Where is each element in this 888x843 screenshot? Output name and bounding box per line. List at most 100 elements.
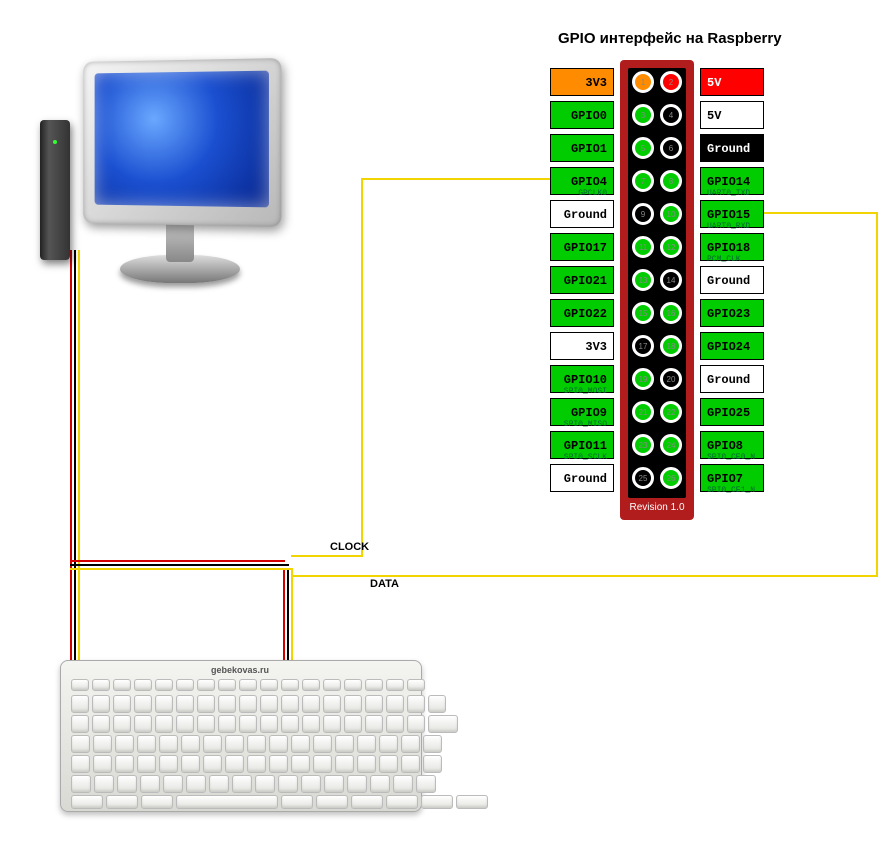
- key: [197, 715, 215, 733]
- key: [71, 755, 90, 773]
- keyboard-row-3: [71, 735, 442, 753]
- wire-pc-to-kbd-h-r: [70, 560, 285, 562]
- key: [134, 695, 152, 713]
- wire-kbd-bundle-y: [291, 570, 293, 665]
- gpio-right-11: GPIO8SPI0_CE0_N: [700, 431, 764, 459]
- gpio-pin-1: 1: [632, 71, 654, 93]
- key: [239, 715, 257, 733]
- keyboard-row-0: [71, 679, 425, 691]
- gpio-pin-4: 4: [660, 104, 682, 126]
- key: [416, 775, 436, 793]
- gpio-pin-24: 24: [660, 434, 682, 456]
- gpio-right-9: Ground: [700, 365, 764, 393]
- key: [386, 715, 404, 733]
- key: [456, 795, 488, 809]
- gpio-left-12: Ground: [550, 464, 614, 492]
- key: [344, 715, 362, 733]
- key: [281, 795, 313, 809]
- key: [94, 775, 114, 793]
- key: [316, 795, 348, 809]
- key: [176, 679, 194, 691]
- key: [351, 795, 383, 809]
- diagram-canvas: GPIO интерфейс на Raspberry CLOCK DATA R…: [0, 0, 888, 843]
- gpio-left-8: 3V3: [550, 332, 614, 360]
- gpio-right-3: GPIO14UART0_TXD: [700, 167, 764, 195]
- key: [176, 795, 278, 809]
- wire-pc-red-v: [70, 250, 72, 680]
- wire-pc-black-v: [74, 250, 76, 680]
- key: [401, 735, 420, 753]
- keyboard-row-6: [71, 795, 488, 809]
- key: [92, 695, 110, 713]
- key: [291, 735, 310, 753]
- gpio-left-5: GPIO17: [550, 233, 614, 261]
- keyboard-icon: gebekovas.ru: [60, 660, 422, 812]
- gpio-pin-7: 7: [632, 170, 654, 192]
- gpio-pin-25: 25: [632, 467, 654, 489]
- key: [365, 715, 383, 733]
- key: [197, 679, 215, 691]
- key: [379, 735, 398, 753]
- clock-label: CLOCK: [330, 541, 369, 553]
- gpio-left-11: GPIO11SPI0_SCLK: [550, 431, 614, 459]
- key: [302, 695, 320, 713]
- gpio-right-2: Ground: [700, 134, 764, 162]
- key: [113, 679, 131, 691]
- key: [313, 755, 332, 773]
- gpio-pin-22: 22: [660, 401, 682, 423]
- key: [260, 695, 278, 713]
- key: [209, 775, 229, 793]
- key: [344, 679, 362, 691]
- key: [393, 775, 413, 793]
- key: [218, 695, 236, 713]
- key: [140, 775, 160, 793]
- key: [134, 679, 152, 691]
- wire-data-to-gpio15: [764, 212, 878, 214]
- gpio-right-7: GPIO23: [700, 299, 764, 327]
- gpio-pin-15: 15: [632, 302, 654, 324]
- wire-clock-label-line: [361, 178, 363, 557]
- key: [370, 775, 390, 793]
- key: [335, 735, 354, 753]
- monitor-screen-icon: [95, 71, 269, 208]
- key: [386, 795, 418, 809]
- gpio-left-4: Ground: [550, 200, 614, 228]
- key: [163, 775, 183, 793]
- key: [301, 775, 321, 793]
- key: [71, 679, 89, 691]
- key: [323, 695, 341, 713]
- key: [239, 679, 257, 691]
- wire-data-v-right: [876, 212, 878, 577]
- key: [117, 775, 137, 793]
- key: [247, 755, 266, 773]
- gpio-pin-5: 5: [632, 137, 654, 159]
- gpio-pin-19: 19: [632, 368, 654, 390]
- key: [365, 695, 383, 713]
- key: [181, 735, 200, 753]
- wire-clock-h-from-kbd: [291, 555, 361, 557]
- key: [176, 695, 194, 713]
- gpio-right-10: GPIO25: [700, 398, 764, 426]
- gpio-title: GPIO интерфейс на Raspberry: [558, 30, 782, 47]
- gpio-pin-9: 9: [632, 203, 654, 225]
- key: [255, 775, 275, 793]
- key: [302, 679, 320, 691]
- pc-tower-icon: [40, 120, 70, 260]
- gpio-pin-23: 23: [632, 434, 654, 456]
- gpio-right-0: 5V: [700, 68, 764, 96]
- key: [181, 755, 200, 773]
- key: [423, 735, 442, 753]
- key: [159, 735, 178, 753]
- key: [159, 755, 178, 773]
- gpio-left-0: 3V3: [550, 68, 614, 96]
- key: [335, 755, 354, 773]
- key: [386, 679, 404, 691]
- gpio-pin-2: 2: [660, 71, 682, 93]
- key: [291, 755, 310, 773]
- key: [197, 695, 215, 713]
- key: [281, 679, 299, 691]
- key: [71, 695, 89, 713]
- key: [247, 735, 266, 753]
- key: [134, 715, 152, 733]
- gpio-left-3: GPIO4GPCLK0: [550, 167, 614, 195]
